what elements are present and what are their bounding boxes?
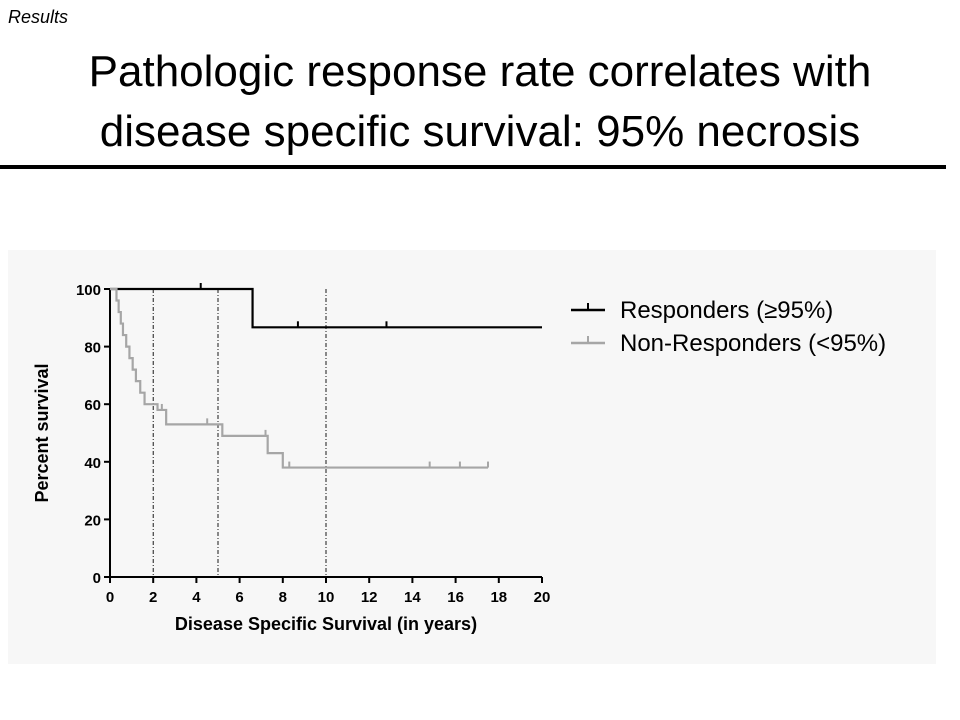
x-tick-label: 18 <box>490 589 507 606</box>
title-divider <box>0 165 946 169</box>
x-tick-label: 0 <box>106 589 114 606</box>
y-tick-label: 40 <box>84 455 101 472</box>
x-axis-title: Disease Specific Survival (in years) <box>175 614 477 634</box>
survival-chart: 0 20 40 60 80 100 0 2 4 6 8 10 12 14 16 18 20 Disease Spe… <box>32 282 886 634</box>
y-tick-label: 100 <box>76 282 101 299</box>
x-tick-label: 12 <box>361 589 378 606</box>
x-tick-label: 4 <box>192 589 201 606</box>
y-tick-label: 60 <box>84 397 101 414</box>
y-axis-title: Percent survival <box>32 363 52 502</box>
slide-title: Pathologic response rate correlates with… <box>0 42 960 162</box>
x-tick-label: 2 <box>149 589 157 606</box>
survival-curve-0 <box>110 287 542 329</box>
x-tick-label: 8 <box>279 589 287 606</box>
x-tick-label: 16 <box>447 589 464 606</box>
x-tick-label: 20 <box>534 589 551 606</box>
x-tick-label: 14 <box>404 589 421 606</box>
legend-label-1: Non-Responders (<95%) <box>620 330 886 357</box>
y-tick-label: 0 <box>93 570 101 587</box>
slide-title-line-2: disease specific survival: 95% necrosis <box>99 107 861 156</box>
legend-label-0: Responders (≥95%) <box>620 297 833 324</box>
x-tick-label: 6 <box>235 589 243 606</box>
chart-panel: 0 20 40 60 80 100 0 2 4 6 8 10 12 14 16 18 20 Disease Spe… <box>8 250 936 664</box>
survival-curve-1 <box>110 287 488 469</box>
y-tick-label: 20 <box>84 512 101 529</box>
x-tick-label: 10 <box>318 589 335 606</box>
y-tick-label: 80 <box>84 340 101 357</box>
slide-title-line-1: Pathologic response rate correlates with <box>88 47 872 96</box>
section-label: Results <box>8 7 69 27</box>
